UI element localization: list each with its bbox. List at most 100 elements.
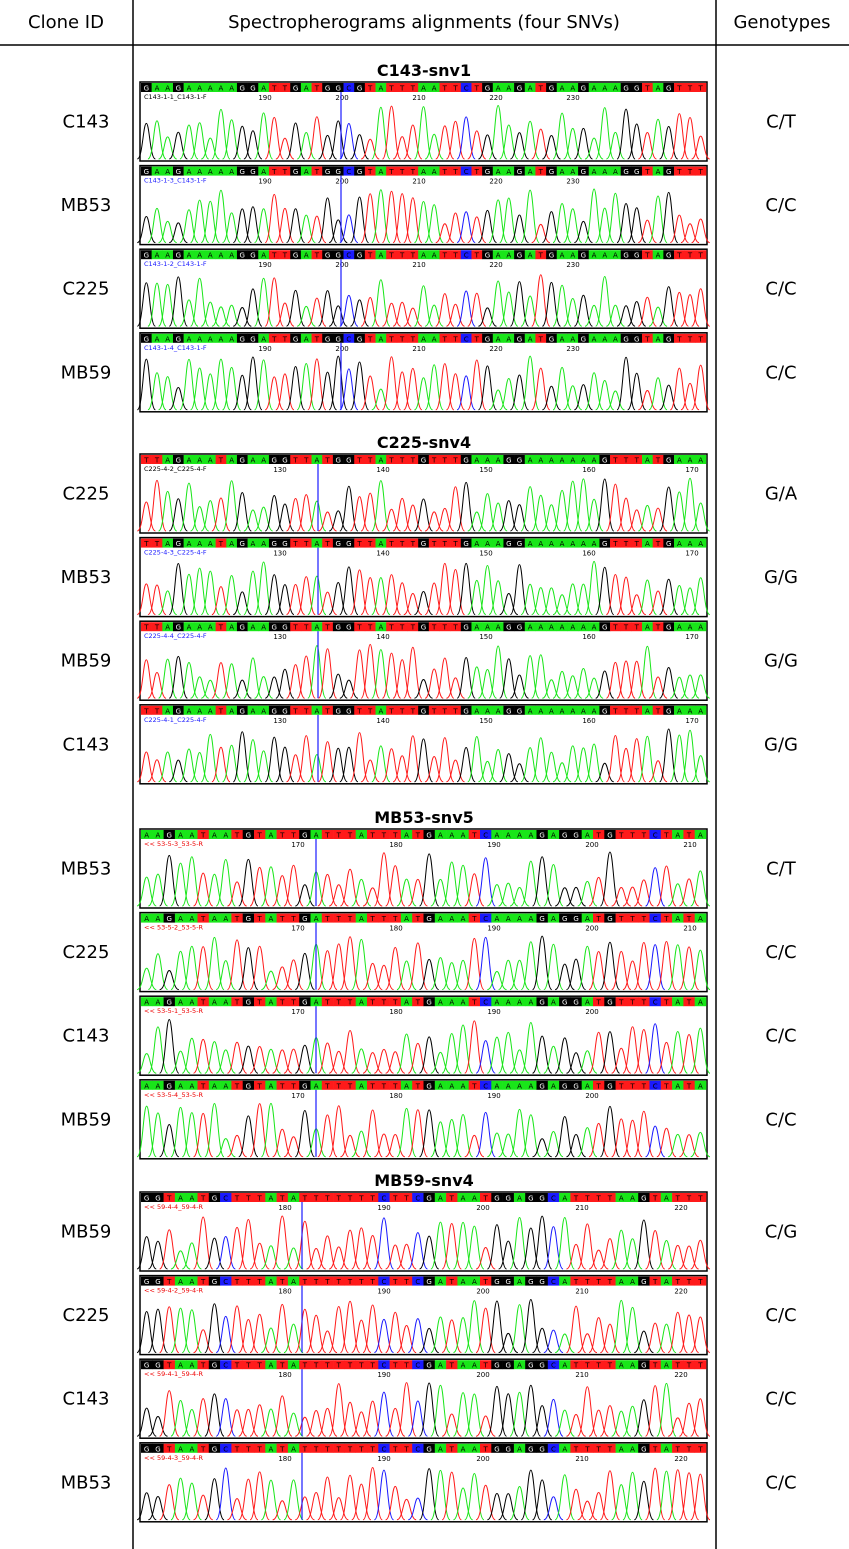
- base-cell: [615, 913, 628, 923]
- base-letter: G: [302, 832, 307, 840]
- base-letter: T: [392, 1082, 398, 1090]
- base-letter: A: [219, 252, 224, 260]
- base-letter: A: [378, 540, 383, 548]
- base-letter: A: [613, 168, 618, 176]
- base-cell: [581, 1193, 594, 1202]
- base-letter: A: [208, 335, 213, 343]
- base-letter: A: [359, 915, 364, 923]
- base-letter: G: [293, 335, 298, 343]
- trace-peak: [475, 1246, 496, 1270]
- base-cell: [525, 913, 537, 923]
- base-cell: [536, 1080, 549, 1090]
- base-letter: A: [528, 168, 533, 176]
- base-cell: [672, 1360, 684, 1370]
- trace-peak: [200, 200, 220, 244]
- base-letter: G: [607, 915, 612, 923]
- base-letter: T: [431, 707, 437, 715]
- base-letter: A: [677, 540, 682, 548]
- base-letter: T: [314, 168, 320, 176]
- base-letter: A: [474, 707, 479, 715]
- position-tick: 180: [278, 1204, 291, 1212]
- base-letter: G: [302, 999, 307, 1007]
- base-letter: A: [592, 540, 597, 548]
- base-letter: A: [675, 915, 680, 923]
- base-letter: T: [381, 832, 387, 840]
- header-alignments: Spectropherograms alignments (four SNVs): [228, 12, 620, 33]
- base-cell: [215, 166, 227, 176]
- base-cell: [265, 830, 277, 839]
- base-letter: A: [189, 1362, 194, 1370]
- base-cell: [162, 333, 174, 343]
- base-letter: A: [506, 832, 511, 840]
- trace-peak: [272, 875, 293, 907]
- base-cell: [311, 166, 323, 176]
- trace-peak: [595, 670, 615, 699]
- base-cell: [231, 913, 243, 923]
- base-cell: [525, 830, 537, 839]
- base-letter: C: [346, 252, 351, 260]
- base-cell: [471, 333, 483, 343]
- header-genotypes: Genotypes: [733, 12, 830, 33]
- position-tick: 220: [674, 1288, 687, 1296]
- base-cell: [599, 250, 611, 260]
- trace-peak: [307, 116, 327, 160]
- base-cell: [163, 1276, 176, 1286]
- base-letter: A: [269, 999, 274, 1007]
- base-cell: [593, 913, 605, 923]
- trace-peak: [373, 1391, 395, 1437]
- base-letter: T: [452, 85, 458, 93]
- base-letter: G: [282, 707, 287, 715]
- base-letter: T: [474, 85, 480, 93]
- base-letter: G: [246, 999, 251, 1007]
- trace-peak: [542, 134, 561, 160]
- trace-peak: [475, 857, 496, 907]
- base-letter: G: [250, 335, 255, 343]
- base-letter: T: [313, 1445, 319, 1453]
- base-letter: C: [653, 832, 658, 840]
- trace-peak: [424, 511, 444, 532]
- base-letter: A: [219, 168, 224, 176]
- clone-id: C143: [63, 1026, 110, 1047]
- position-tick: 180: [389, 841, 402, 849]
- base-cell: [428, 455, 440, 464]
- base-letter: T: [314, 85, 320, 93]
- trace-peak: [456, 375, 476, 411]
- trace-peak: [407, 1400, 428, 1437]
- base-cell: [460, 166, 472, 176]
- base-cell: [642, 705, 653, 715]
- base-letter: T: [442, 540, 448, 548]
- base-cell: [364, 333, 376, 343]
- base-cell: [258, 83, 270, 92]
- trace-peak: [283, 1247, 304, 1270]
- base-letter: A: [506, 252, 511, 260]
- base-cell: [695, 83, 707, 92]
- base-letter: T: [399, 624, 405, 632]
- base-letter: A: [449, 1082, 454, 1090]
- sample-label: << 53-5-1_53-5-R: [144, 1007, 204, 1015]
- base-letter: G: [517, 335, 522, 343]
- base-cell: [556, 538, 568, 548]
- base-cell: [480, 1443, 492, 1453]
- base-letter: A: [581, 707, 586, 715]
- trace-peak: [679, 1245, 699, 1270]
- trace-peak: [283, 1479, 304, 1521]
- trace-peak: [622, 886, 643, 907]
- base-cell: [460, 705, 472, 715]
- base-letter: T: [279, 999, 285, 1007]
- base-cell: [287, 1443, 300, 1453]
- base-letter: G: [144, 1362, 149, 1370]
- base-letter: G: [250, 85, 255, 93]
- trace-peak: [272, 1215, 293, 1270]
- base-cell: [672, 997, 684, 1007]
- trace-peak: [452, 1317, 474, 1354]
- base-letter: A: [698, 624, 703, 632]
- base-letter: A: [592, 707, 597, 715]
- base-letter: A: [269, 1362, 274, 1370]
- trace-peak: [181, 1309, 202, 1354]
- trace-peak: [510, 763, 529, 783]
- base-cell: [535, 83, 547, 92]
- trace-peak: [136, 1053, 157, 1074]
- base-cell: [535, 250, 547, 260]
- base-letter: T: [573, 1278, 579, 1286]
- base-cell: [434, 1276, 447, 1286]
